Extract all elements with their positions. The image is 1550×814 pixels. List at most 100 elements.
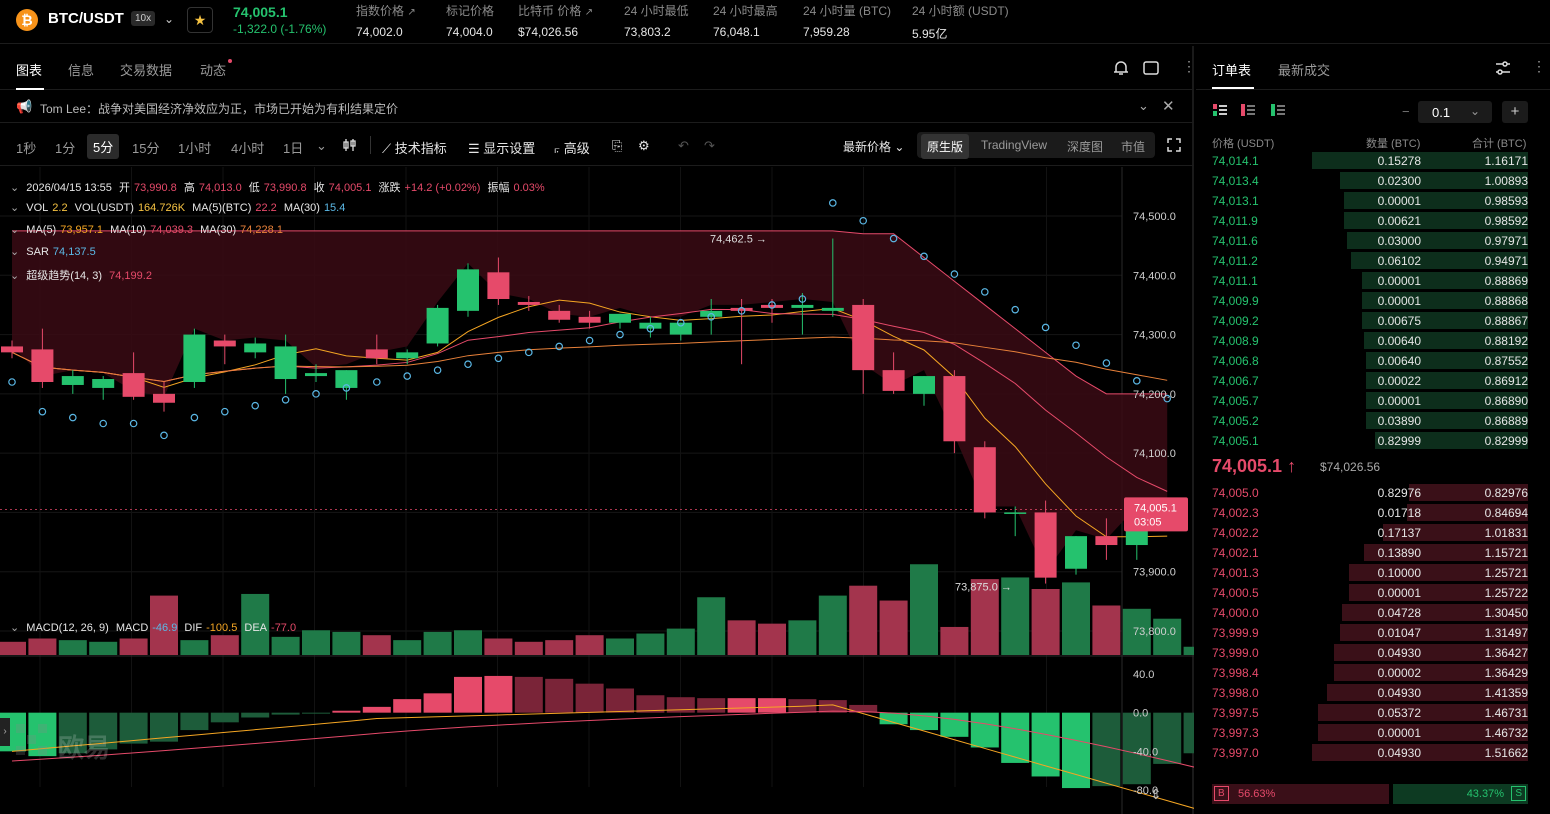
bid-row[interactable]: 73,999.0 0.04930 1.36427: [1212, 642, 1528, 662]
advanced-button[interactable]: ⟔ 高级: [554, 138, 590, 157]
redo-icon[interactable]: ↷: [704, 138, 715, 153]
alert-add-icon[interactable]: [1112, 59, 1130, 77]
sliders-icon[interactable]: [1494, 60, 1512, 76]
bid-row[interactable]: 74,000.0 0.04728 1.30450: [1212, 602, 1528, 622]
chevron-down-icon[interactable]: ⌄: [316, 138, 327, 153]
interval-1[interactable]: 1分: [55, 141, 76, 156]
ask-row[interactable]: 74,011.6 0.03000 0.97971: [1212, 230, 1528, 250]
view-both-icon[interactable]: [1212, 102, 1228, 118]
ask-row[interactable]: 74,011.9 0.00621 0.98592: [1212, 210, 1528, 230]
ask-row[interactable]: 74,009.9 0.00001 0.88868: [1212, 290, 1528, 310]
macd-bar: [879, 712, 908, 725]
ask-row[interactable]: 74,011.1 0.00001 0.88869: [1212, 270, 1528, 290]
close-icon[interactable]: ✕: [1162, 98, 1175, 115]
bid-row[interactable]: 74,000.5 0.00001 1.25722: [1212, 582, 1528, 602]
bid-row[interactable]: 74,002.2 0.17137 1.01831: [1212, 522, 1528, 542]
step-selector[interactable]: − 0.1 ⌄: [1402, 101, 1492, 123]
ask-row[interactable]: 74,005.1 0.82999 0.82999: [1212, 430, 1528, 450]
interval-3[interactable]: 15分: [132, 141, 160, 156]
expand-arrow-icon[interactable]: ›: [0, 718, 10, 746]
bid-row[interactable]: 74,002.3 0.01718 0.84694: [1212, 502, 1528, 522]
bid-row[interactable]: 73,997.0 0.04930 1.51662: [1212, 742, 1528, 762]
y-tick-label: 73,900.0: [1133, 567, 1176, 579]
chart-tabs: 图表 信息 交易数据 动态 ⋮: [0, 46, 1196, 90]
ask-row[interactable]: 74,005.7 0.00001 0.86890: [1212, 390, 1528, 410]
collapse-icon[interactable]: ⌄: [10, 270, 20, 282]
collapse-icon[interactable]: ⌄: [10, 224, 20, 236]
candle: [1004, 512, 1027, 514]
sar-dot: [433, 366, 442, 374]
view-bids-icon[interactable]: [1240, 102, 1256, 118]
bid-row[interactable]: 74,005.0 0.82976 0.82976: [1212, 482, 1528, 502]
bid-row[interactable]: 73,998.0 0.04930 1.41359: [1212, 682, 1528, 702]
tab-trading-data[interactable]: 交易数据: [120, 63, 173, 78]
view-asks-icon[interactable]: [1270, 102, 1286, 118]
news-text[interactable]: Tom Lee：战争对美国经济净效应为正，市场已开始为有利结果定价: [40, 102, 399, 116]
tab-feed[interactable]: 动态: [200, 63, 227, 78]
bid-row[interactable]: 73,999.9 0.01047 1.31497: [1212, 622, 1528, 642]
candle-type-icon[interactable]: [342, 137, 358, 153]
interval-0[interactable]: 1秒: [16, 141, 37, 156]
collapse-icon[interactable]: ⌄: [10, 246, 20, 258]
kline-chart[interactable]: 74,005.1 03:05 74,500.0 74,400.0 74,300.0 74,…: [0, 167, 1194, 814]
volume-bar: [1031, 589, 1060, 655]
ask-row[interactable]: 74,005.2 0.03890 0.86889: [1212, 410, 1528, 430]
row-price: 74,013.1: [1212, 194, 1259, 208]
pair-selector[interactable]: BTC/USDT: [48, 10, 124, 27]
indicators-button[interactable]: ⟋ 技术指标: [382, 138, 447, 157]
ask-row[interactable]: 74,013.1 0.00001 0.98593: [1212, 190, 1528, 210]
ask-row[interactable]: 74,006.7 0.00022 0.86912: [1212, 370, 1528, 390]
template-icon[interactable]: ⎘: [612, 138, 623, 153]
tab-recent-trades[interactable]: 最新成交: [1278, 63, 1331, 78]
interval-4[interactable]: 1小时: [178, 141, 212, 156]
bid-row[interactable]: 74,002.1 0.13890 1.15721: [1212, 542, 1528, 562]
gear-icon[interactable]: ⚙: [638, 138, 650, 153]
tab-chart[interactable]: 图表: [16, 63, 43, 78]
view-native[interactable]: 原生版: [921, 134, 970, 159]
fullscreen-icon[interactable]: [1166, 137, 1182, 153]
scale-reset-icon[interactable]: ⇕: [1150, 786, 1162, 802]
window-icon[interactable]: [1142, 60, 1160, 76]
ask-row[interactable]: 74,014.1 0.15278 1.16171: [1212, 150, 1528, 170]
favorite-star-icon[interactable]: ★: [187, 7, 213, 33]
chevron-down-icon[interactable]: ⌄: [1138, 98, 1149, 113]
tab-info[interactable]: 信息: [68, 63, 95, 78]
view-depth[interactable]: 深度图: [1067, 140, 1104, 154]
bid-row[interactable]: 73,997.5 0.05372 1.46731: [1212, 702, 1528, 722]
collapse-icon[interactable]: ⌄: [10, 622, 20, 634]
ask-row[interactable]: 74,009.2 0.00675 0.88867: [1212, 310, 1528, 330]
external-link-icon[interactable]: ↗: [407, 7, 416, 18]
interval-5[interactable]: 4小时: [231, 141, 265, 156]
external-link-icon[interactable]: ↗: [584, 7, 594, 18]
volume-bar: [89, 641, 118, 655]
bid-row[interactable]: 73,997.3 0.00001 1.46732: [1212, 722, 1528, 742]
more-icon[interactable]: ⋮: [1182, 58, 1196, 74]
bid-row[interactable]: 73,998.4 0.00002 1.36429: [1212, 662, 1528, 682]
minus-icon[interactable]: −: [1402, 104, 1410, 119]
ask-row[interactable]: 74,008.9 0.00640 0.88192: [1212, 330, 1528, 350]
ask-row[interactable]: 74,006.8 0.00640 0.87552: [1212, 350, 1528, 370]
collapse-icon[interactable]: ⌄: [10, 182, 20, 194]
ask-row[interactable]: 74,013.4 0.02300 1.00893: [1212, 170, 1528, 190]
price-mode-select[interactable]: 最新价格 ⌄: [843, 138, 904, 155]
collapse-icon[interactable]: ⌄: [10, 202, 20, 214]
mid-price: 74,005.1 ↑: [1212, 456, 1296, 477]
stat-2[interactable]: 比特币 价格 ↗ $74,026.56: [518, 2, 593, 39]
tab-order-book[interactable]: 订单表: [1212, 63, 1252, 78]
view-market-cap[interactable]: 市值: [1121, 140, 1146, 154]
view-tradingview[interactable]: TradingView: [981, 138, 1048, 152]
stat-0[interactable]: 指数价格 ↗ 74,002.0: [356, 2, 416, 39]
macd-bar: [484, 675, 513, 713]
bid-row[interactable]: 74,001.3 0.10000 1.25721: [1212, 562, 1528, 582]
interval-2[interactable]: 5分: [87, 134, 120, 159]
plus-icon[interactable]: +: [1502, 101, 1528, 123]
undo-icon[interactable]: ↶: [678, 138, 689, 153]
more-icon[interactable]: ⋮: [1532, 58, 1546, 74]
sell-ratio-bar: [1392, 784, 1528, 804]
interval-6[interactable]: 1日: [283, 141, 304, 156]
display-settings-button[interactable]: ☰ 显示设置: [468, 138, 535, 157]
news-banner[interactable]: 📢 Tom Lee：战争对美国经济净效应为正，市场已开始为有利结果定价 ⌄ ✕: [0, 91, 1194, 123]
chevron-down-icon[interactable]: ⌄: [164, 12, 175, 26]
ask-row[interactable]: 74,011.2 0.06102 0.94971: [1212, 250, 1528, 270]
row-qty: 0.03890: [1377, 414, 1421, 428]
